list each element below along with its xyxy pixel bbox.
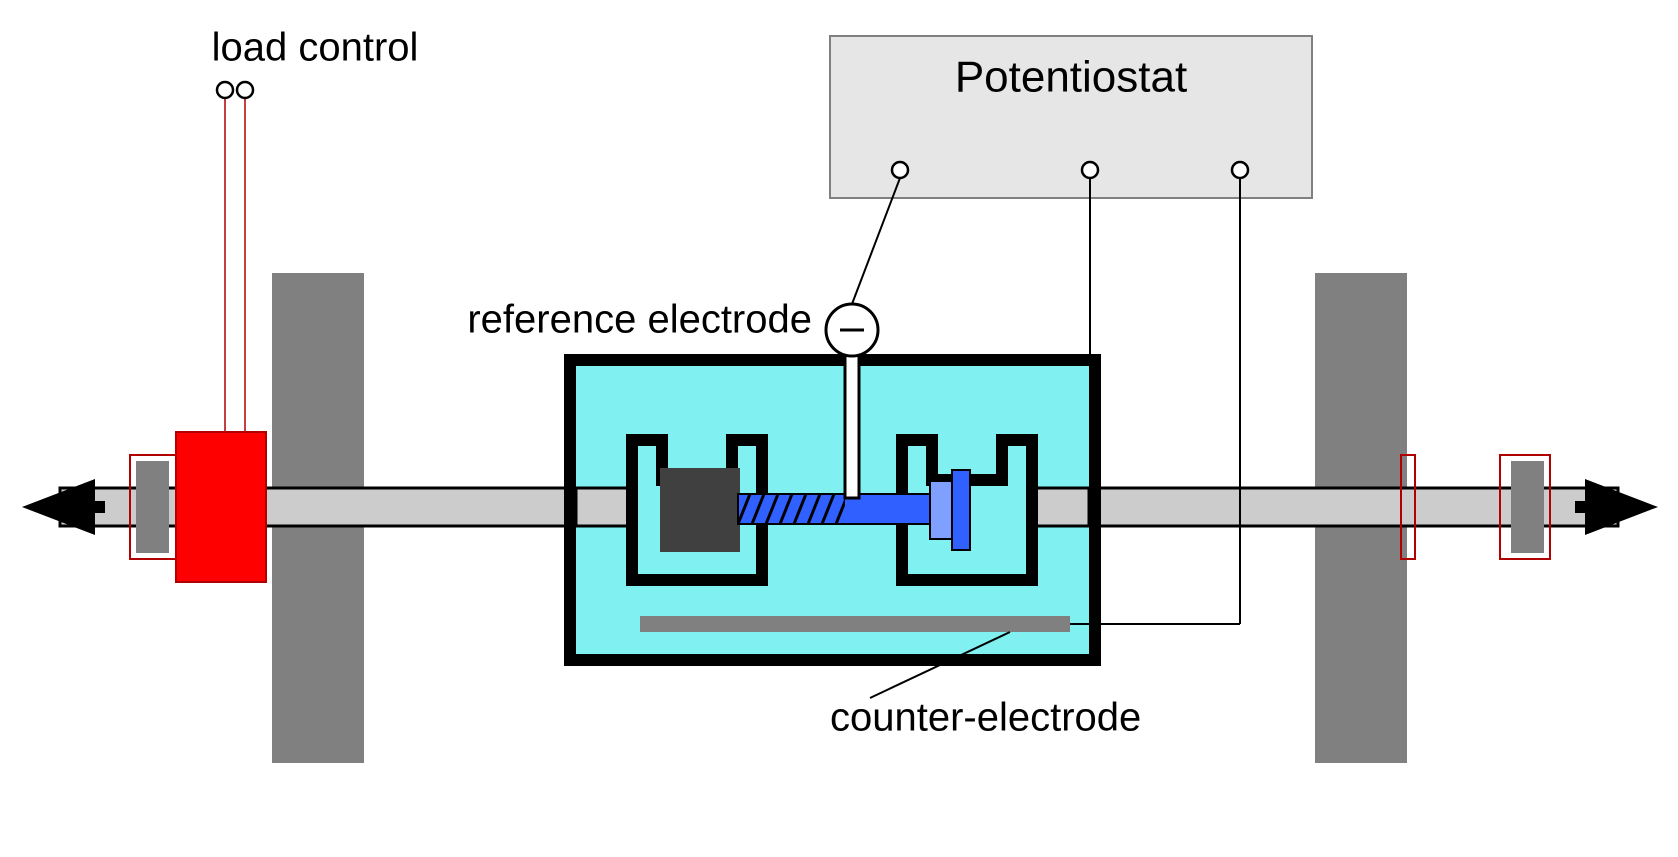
specimen-washer (930, 481, 952, 539)
specimen-head (952, 470, 970, 550)
load-cell-block (176, 432, 266, 582)
collar-left-inner (136, 461, 169, 553)
terminal-working (1082, 162, 1098, 178)
potentiostat-label: Potentiostat (955, 53, 1187, 102)
load-terminal-left (217, 82, 233, 98)
reference-electrode-probe (845, 354, 859, 498)
reference-electrode-label: reference electrode (467, 298, 812, 342)
terminal-counter (1232, 162, 1248, 178)
load-terminal-right (237, 82, 253, 98)
specimen-nut (660, 468, 740, 552)
counter-electrode-bar (640, 616, 1070, 632)
load-control-label: load control (212, 26, 419, 70)
collar-right-inner (1511, 461, 1544, 553)
counter-electrode-label: counter-electrode (830, 696, 1141, 740)
terminal-reference (892, 162, 908, 178)
